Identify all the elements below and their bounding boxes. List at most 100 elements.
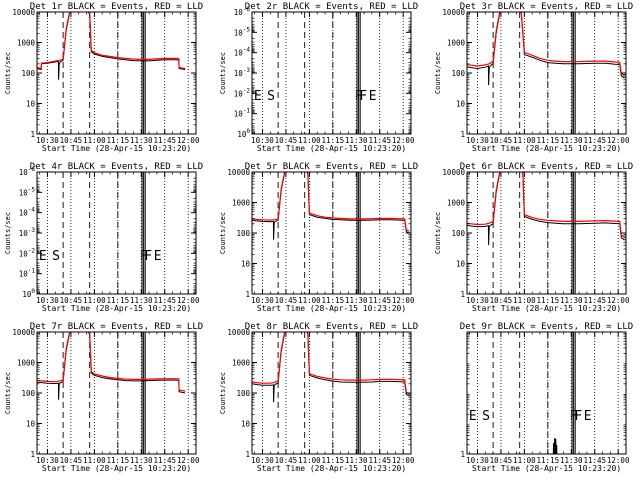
x-tick-label: 11:15	[322, 296, 345, 305]
x-tick-label: 12:00	[392, 296, 415, 305]
y-tick-label: 1	[460, 130, 465, 139]
panel-det-7r: Det 7r BLACK = Events, RED = LLD 1 10 100 10…	[4, 322, 203, 473]
x-tick-label: 11:30	[345, 136, 368, 145]
x-tick-label: 11:30	[130, 296, 153, 305]
x-tick-label: 11:00	[513, 136, 536, 145]
flag-label: S	[52, 249, 60, 264]
y-axis-label: Counts/sec	[219, 372, 227, 414]
reference-lines	[262, 332, 404, 454]
plot-frame	[466, 11, 627, 135]
x-tick-label: 11:30	[130, 136, 153, 145]
reference-lines	[477, 332, 619, 454]
flag-label: E	[369, 89, 377, 104]
x-tick-label: 11:00	[298, 136, 321, 145]
x-tick-label: 10:30	[36, 136, 59, 145]
y-tick-label: 1	[245, 450, 250, 459]
x-tick-label: 11:00	[298, 456, 321, 465]
y-axis-label: Counts/sec	[434, 212, 442, 254]
panel-title: Det 8r BLACK = Events, RED = LLD	[245, 322, 418, 332]
flag-label: F	[355, 89, 363, 104]
x-tick-label: 10:30	[466, 456, 489, 465]
reference-lines	[47, 172, 189, 294]
lld-series-line	[252, 332, 410, 395]
x-tick-label: 12:00	[607, 456, 630, 465]
y-tick-label: 10	[456, 260, 466, 269]
x-tick-label: 11:30	[560, 136, 583, 145]
y-axis-label: Counts/sec	[434, 52, 442, 94]
y-tick-label: 10000	[227, 328, 250, 337]
y-tick-label: 1000	[447, 199, 466, 208]
panel-title: Det 3r BLACK = Events, RED = LLD	[460, 2, 633, 12]
series-group	[252, 332, 410, 403]
y-tick-label: 1	[30, 450, 35, 459]
x-tick-label: 10:45	[60, 296, 83, 305]
flag-label: E	[584, 409, 592, 424]
x-tick-label: 10:30	[36, 456, 59, 465]
events-series-line	[252, 332, 410, 403]
y-axis-label: Counts/sec	[219, 212, 227, 254]
x-axis-label: Start Time (28-Apr-15 10:23:20)	[257, 304, 406, 313]
plot-frame	[466, 171, 627, 295]
x-tick-label: 11:15	[322, 456, 345, 465]
y-tick-label: 10	[241, 420, 251, 429]
x-tick-label: 10:45	[275, 456, 298, 465]
y-tick-label: 100	[21, 389, 35, 398]
x-tick-label: 10:30	[251, 296, 274, 305]
y-tick-label: 10-3	[234, 67, 251, 78]
x-tick-label: 11:15	[537, 136, 560, 145]
flag-label: E	[39, 249, 47, 264]
x-tick-label: 11:15	[107, 456, 130, 465]
x-tick-label: 12:00	[177, 136, 200, 145]
panel-det-1r: Det 1r BLACK = Events, RED = LLD 1 10 100 10…	[4, 2, 203, 153]
flag-label: E	[469, 409, 477, 424]
events-series-line	[467, 438, 626, 454]
y-tick-label: 1000	[17, 359, 36, 368]
x-axis-label: Start Time (28-Apr-15 10:23:20)	[472, 464, 621, 473]
y-tick-label: 100	[236, 389, 250, 398]
series-group	[37, 12, 186, 80]
x-tick-label: 10:30	[36, 296, 59, 305]
flag-label: E	[254, 89, 262, 104]
series-group	[467, 438, 626, 454]
reference-lines	[477, 172, 619, 294]
flag-label: F	[574, 409, 582, 424]
y-tick-label: 1000	[232, 359, 251, 368]
panel-title: Det 4r BLACK = Events, RED = LLD	[30, 162, 203, 172]
plot-frame	[251, 11, 412, 135]
x-tick-label: 11:15	[107, 296, 130, 305]
panel-title: Det 7r BLACK = Events, RED = LLD	[30, 322, 203, 332]
x-axis-label: Start Time (28-Apr-15 10:23:20)	[42, 144, 191, 153]
flag-label: F	[144, 249, 152, 264]
y-tick-label: 10000	[12, 8, 35, 17]
y-tick-label: 1	[245, 290, 250, 299]
y-tick-label: 100	[236, 229, 250, 238]
y-tick-label: 10-6	[234, 6, 251, 17]
x-tick-label: 11:45	[583, 296, 606, 305]
x-axis-label: Start Time (28-Apr-15 10:23:20)	[42, 464, 191, 473]
x-tick-label: 10:30	[251, 456, 274, 465]
x-axis-label: Start Time (28-Apr-15 10:23:20)	[257, 144, 406, 153]
x-tick-label: 10:30	[251, 136, 274, 145]
flag-label: E	[154, 249, 162, 264]
x-tick-label: 11:30	[560, 296, 583, 305]
y-tick-label: 100	[21, 69, 35, 78]
flag-label: S	[267, 89, 275, 104]
x-axis-label: Start Time (28-Apr-15 10:23:20)	[257, 464, 406, 473]
x-tick-label: 12:00	[392, 456, 415, 465]
reference-lines	[47, 12, 189, 134]
x-tick-label: 11:15	[322, 136, 345, 145]
events-series-line	[37, 332, 186, 400]
x-tick-label: 11:30	[345, 456, 368, 465]
y-tick-label: 10-3	[19, 227, 36, 238]
x-tick-label: 11:30	[560, 456, 583, 465]
flag-label: F	[570, 409, 578, 424]
y-tick-label: 10	[26, 100, 36, 109]
x-tick-label: 12:00	[607, 296, 630, 305]
x-tick-label: 12:00	[177, 456, 200, 465]
y-tick-label: 10-6	[19, 166, 36, 177]
x-axis-label: Start Time (28-Apr-15 10:23:20)	[472, 144, 621, 153]
plot-frame	[251, 171, 412, 295]
